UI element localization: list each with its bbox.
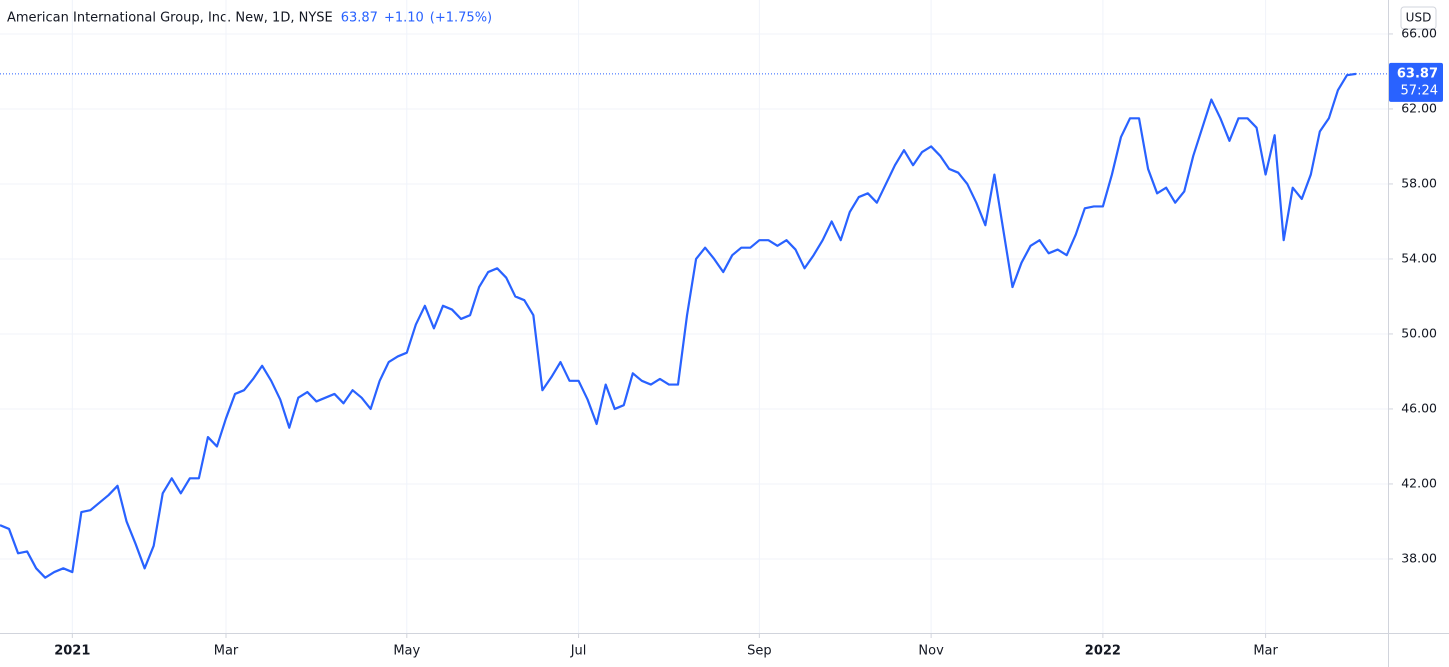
countdown: 57:24: [1401, 83, 1438, 98]
price-tag: [1389, 62, 1443, 102]
x-tick-label: Jul: [570, 644, 587, 659]
price-tag-value: 63.87: [1397, 66, 1438, 81]
x-tick-label: 2022: [1085, 644, 1121, 659]
y-tick-label: 58.00: [1401, 175, 1437, 190]
y-tick-label: 62.00: [1401, 100, 1437, 115]
currency-box[interactable]: [1400, 6, 1437, 30]
y-tick-label: 50.00: [1401, 325, 1437, 340]
x-tick-label: Sep: [747, 644, 772, 659]
x-tick-label: Mar: [214, 644, 239, 659]
price-change-percent: (+1.75%): [430, 11, 492, 26]
x-tick-label: Mar: [1253, 644, 1278, 659]
chart-title: American International Group, Inc. New, …: [7, 11, 333, 26]
price-change: +1.10: [384, 11, 424, 26]
y-tick-label: 54.00: [1401, 250, 1437, 265]
y-tick-label: 66.00: [1401, 25, 1437, 40]
y-tick-label: 46.00: [1401, 400, 1437, 415]
y-tick-label: 42.00: [1401, 475, 1437, 490]
y-tick-label: 38.00: [1401, 550, 1437, 565]
currency[interactable]: USD: [1406, 11, 1432, 25]
price-line: [0, 72, 1357, 579]
last-price: 63.87: [341, 11, 378, 26]
x-tick-label: May: [393, 644, 420, 659]
x-tick-label: Nov: [918, 644, 944, 659]
x-tick-label: 2021: [54, 644, 90, 659]
